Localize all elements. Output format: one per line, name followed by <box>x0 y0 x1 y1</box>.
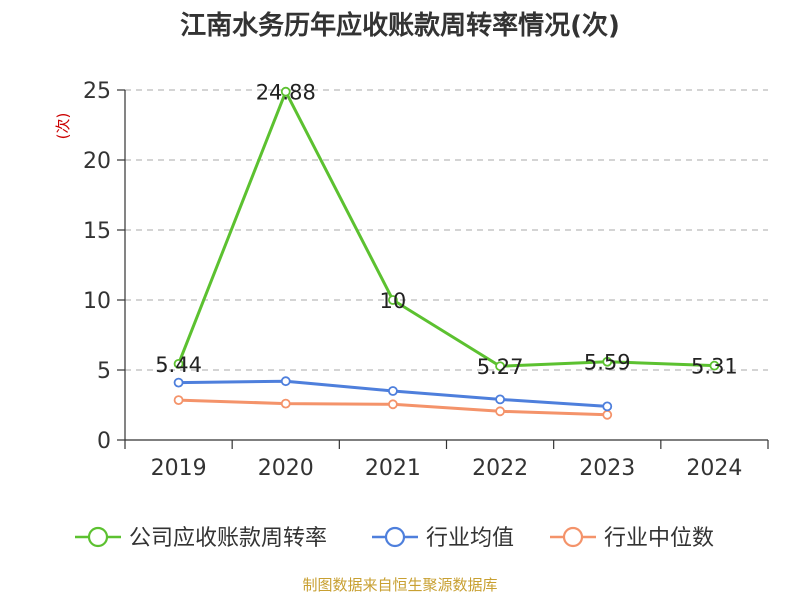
legend-item[interactable]: 公司应收账款周转率 <box>75 526 327 551</box>
data-point <box>495 394 505 405</box>
data-label: 5.44 <box>155 353 202 377</box>
series-points <box>173 86 720 420</box>
data-label: 24.88 <box>256 81 316 105</box>
data-point <box>388 399 398 410</box>
data-point <box>280 398 291 409</box>
legend-item[interactable]: 行业中位数 <box>550 526 714 551</box>
x-tick-label: 2019 <box>151 456 207 481</box>
chart-title: 江南水务历年应收账款周转率情况(次) <box>180 10 620 41</box>
series-line-0 <box>177 90 715 368</box>
data-label: 10 <box>380 289 407 313</box>
data-point <box>173 395 184 406</box>
data-point <box>602 401 613 412</box>
data-point <box>602 356 613 367</box>
x-tick-label: 2020 <box>258 456 314 481</box>
grid-lines <box>125 89 768 371</box>
data-point <box>173 377 184 388</box>
x-tick-label: 2024 <box>686 456 742 481</box>
axes: 0 5 10 15 20 25 2019 2020 2021 2022 2023 2024 <box>83 79 769 481</box>
data-point <box>280 86 291 97</box>
data-label: 5.59 <box>584 351 631 375</box>
y-tick-label: 20 <box>83 149 111 174</box>
legend-marker <box>384 526 406 548</box>
data-point <box>280 376 291 387</box>
data-point <box>495 361 505 372</box>
x-tick-label: 2023 <box>579 456 635 481</box>
legend-marker <box>87 526 109 548</box>
data-point <box>173 358 184 369</box>
data-point <box>602 409 613 420</box>
y-tick-label: 25 <box>83 79 111 104</box>
source-note: 制图数据来自恒生聚源数据库 <box>302 576 497 594</box>
data-label: 5.31 <box>691 355 738 379</box>
series-lines <box>177 90 715 417</box>
legend-item[interactable]: 行业均值 <box>372 526 514 551</box>
data-label: 5.27 <box>477 355 524 379</box>
y-tick-label: 15 <box>83 219 111 244</box>
legend-marker <box>562 526 584 548</box>
legend-label: 公司应收账款周转率 <box>129 526 327 551</box>
data-point <box>388 386 398 396</box>
data-point <box>495 406 505 417</box>
legend-label: 行业中位数 <box>604 526 714 551</box>
y-axis-unit: (次) <box>54 113 72 140</box>
data-point <box>709 360 720 371</box>
y-tick-label: 5 <box>97 359 111 384</box>
legend[interactable]: 公司应收账款周转率 行业均值 行业中位数 <box>75 526 714 551</box>
y-tick-label: 10 <box>83 289 111 314</box>
data-labels: 5.44 24.88 10 5.27 5.59 5.31 <box>155 81 738 380</box>
x-tick-label: 2022 <box>472 456 528 481</box>
y-tick-label: 0 <box>97 429 111 454</box>
data-point <box>388 295 398 305</box>
x-tick-label: 2021 <box>365 456 421 481</box>
legend-label: 行业均值 <box>426 526 514 551</box>
